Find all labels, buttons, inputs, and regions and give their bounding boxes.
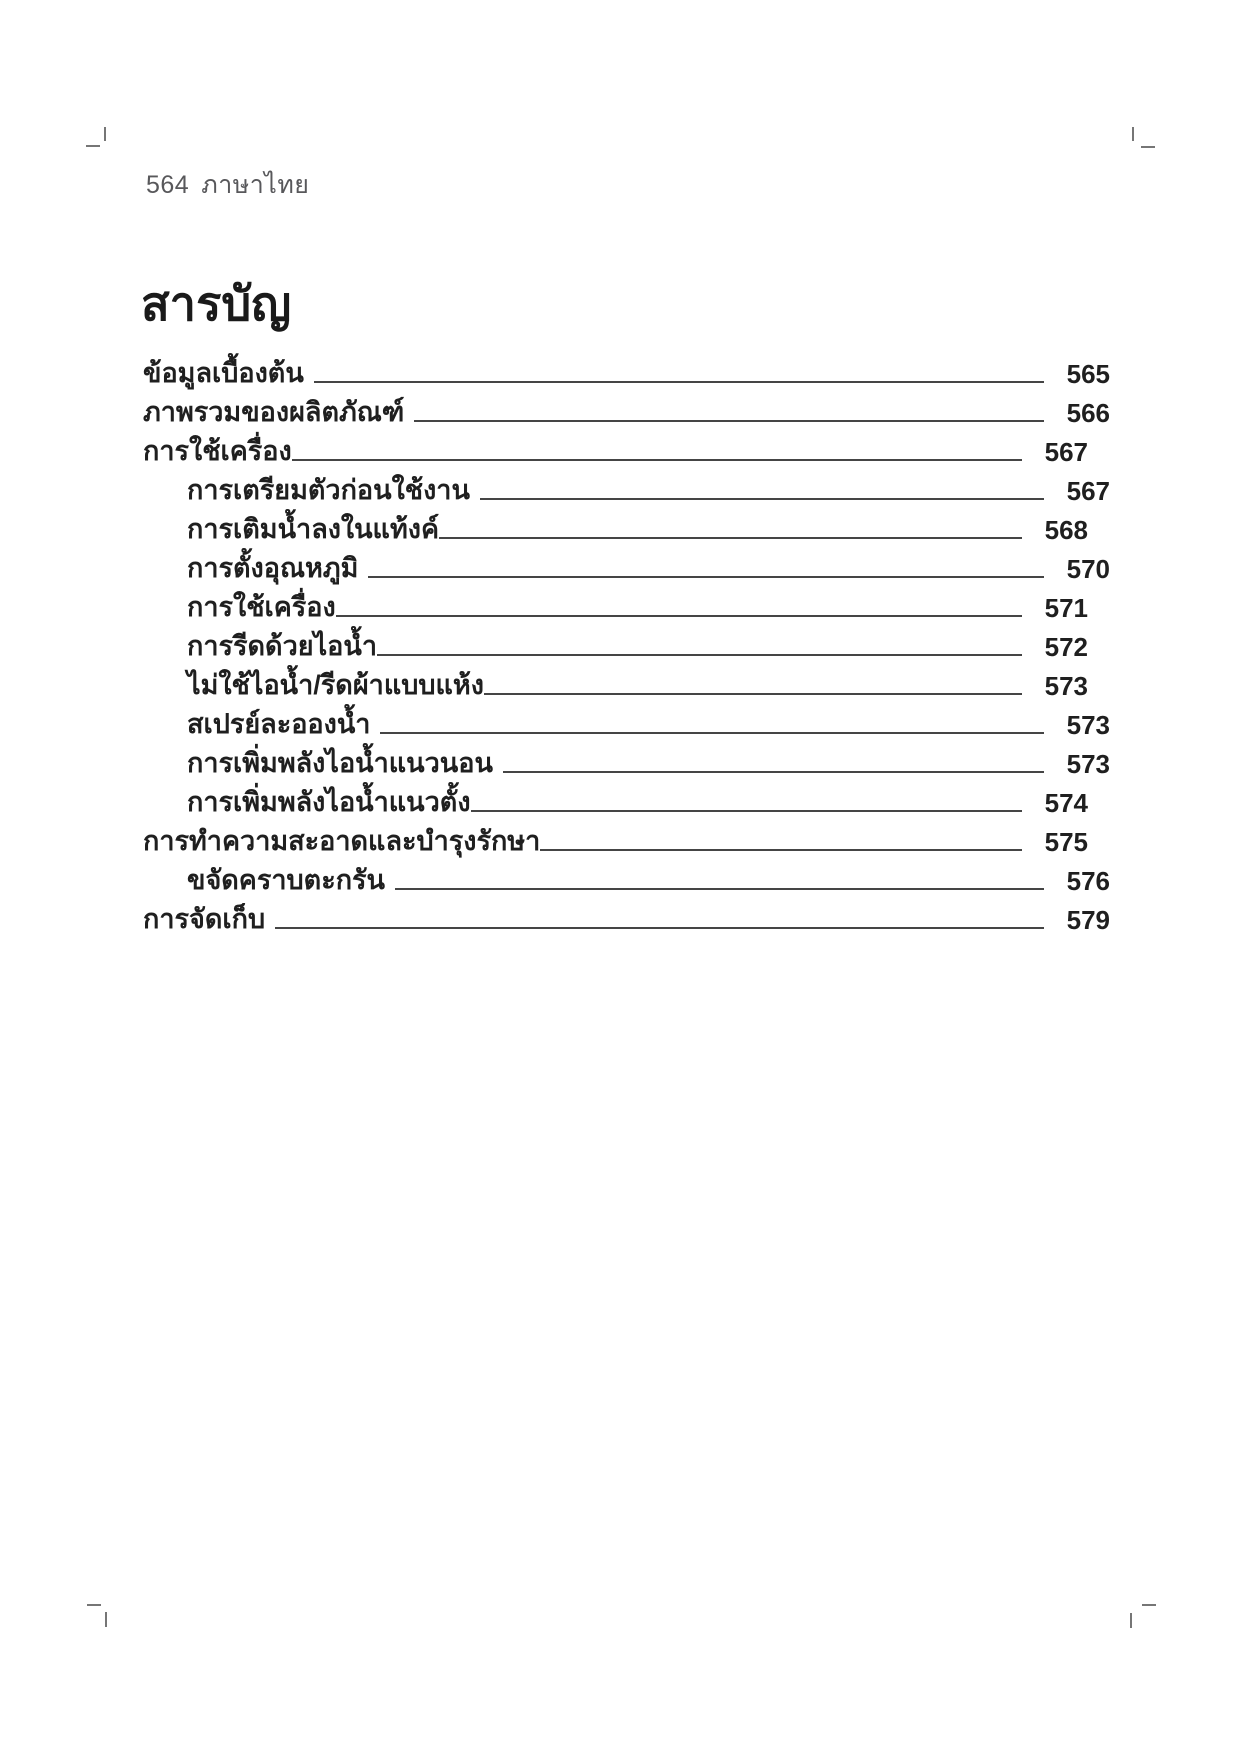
- toc-entry-page: 573: [1066, 710, 1110, 741]
- toc-entry-label: ขจัดคราบตะกรัน: [187, 864, 386, 895]
- crop-mark-top-right-horizontal: [1141, 146, 1155, 148]
- toc-entry: การใช้เครื่อง 571: [143, 584, 1110, 623]
- leader-line: [483, 693, 1022, 695]
- toc-title: สารบัญ: [141, 277, 292, 330]
- header-language-label: ภาษาไทย: [201, 171, 310, 199]
- toc-entry-label: สเปรย์ละอองน้ำ: [187, 708, 371, 739]
- leader-line: [376, 654, 1022, 656]
- crop-mark-top-left-horizontal: [86, 145, 100, 147]
- leader-line: [470, 810, 1022, 812]
- toc-entry-label: การเพิ่มพลังไอน้ำแนวตั้ง: [187, 786, 471, 817]
- toc-entry-page: 570: [1066, 554, 1110, 585]
- toc-entry-label: การเติมน้ำลงในแท้งค์: [187, 513, 440, 544]
- toc-entry-label: ข้อมูลเบื้องต้น: [143, 357, 304, 388]
- toc-entry: การใช้เครื่อง 567: [143, 428, 1110, 467]
- toc-entry-page: 573: [1044, 671, 1088, 702]
- toc-entry-page: 567: [1066, 476, 1110, 507]
- crop-mark-bottom-left-vertical: [105, 1612, 107, 1627]
- toc-entry-page: 568: [1044, 515, 1088, 546]
- crop-mark-bottom-right-horizontal: [1142, 1604, 1156, 1606]
- leader-line: [479, 498, 1044, 500]
- toc-entry: การจัดเก็บ 579: [143, 896, 1110, 935]
- leader-line: [380, 732, 1044, 734]
- leader-line: [414, 420, 1044, 422]
- toc-entry-label: การจัดเก็บ: [143, 903, 266, 934]
- leader-line: [291, 459, 1022, 461]
- toc-entry-page: 574: [1044, 788, 1088, 819]
- toc-entry: การตั้งอุณหภูมิ 570: [143, 545, 1110, 584]
- page-header: 564 ภาษาไทย: [146, 165, 309, 205]
- crop-mark-top-right-vertical: [1132, 127, 1134, 141]
- toc-entry: การทำความสะอาดและบำรุงรักษา 575: [143, 818, 1110, 857]
- header-page-number: 564: [146, 171, 190, 199]
- leader-line: [368, 576, 1044, 578]
- leader-line: [275, 927, 1044, 929]
- leader-line: [335, 615, 1022, 617]
- toc-entry-label: ไม่ใช้ไอน้ำ/รีดผ้าแบบแห้ง: [187, 669, 484, 700]
- toc-entry-label: ภาพรวมของผลิตภัณฑ์: [143, 396, 405, 427]
- leader-line: [439, 537, 1022, 539]
- crop-mark-bottom-left-horizontal: [87, 1604, 101, 1606]
- toc-entry-label: การเตรียมตัวก่อนใช้งาน: [187, 474, 470, 505]
- leader-line: [540, 849, 1022, 851]
- toc-entry-page: 573: [1066, 749, 1110, 780]
- toc-entry-page: 575: [1044, 827, 1088, 858]
- toc-entry-page: 571: [1044, 593, 1088, 624]
- toc-entry-page: 567: [1044, 437, 1088, 468]
- toc-entry-label: การตั้งอุณหภูมิ: [187, 552, 359, 583]
- toc-entry: ภาพรวมของผลิตภัณฑ์ 566: [143, 389, 1110, 428]
- toc-entry-label: การทำความสะอาดและบำรุงรักษา: [143, 825, 541, 856]
- toc-entry: การรีดด้วยไอน้ำ 572: [143, 623, 1110, 662]
- leader-line: [502, 771, 1044, 773]
- toc-entry-label: การใช้เครื่อง: [143, 435, 292, 466]
- toc-list: ข้อมูลเบื้องต้น 565 ภาพรวมของผลิตภัณฑ์ 5…: [143, 350, 1110, 935]
- crop-mark-bottom-right-vertical: [1130, 1613, 1132, 1628]
- toc-entry-page: 565: [1066, 359, 1110, 390]
- toc-entry-label: การรีดด้วยไอน้ำ: [187, 630, 377, 661]
- toc-entry: การเตรียมตัวก่อนใช้งาน 567: [143, 467, 1110, 506]
- toc-entry: การเพิ่มพลังไอน้ำแนวนอน 573: [143, 740, 1110, 779]
- toc-entry-page: 566: [1066, 398, 1110, 429]
- toc-entry-label: การใช้เครื่อง: [187, 591, 336, 622]
- leader-line: [313, 381, 1044, 383]
- toc-entry: ข้อมูลเบื้องต้น 565: [143, 350, 1110, 389]
- toc-entry-label: การเพิ่มพลังไอน้ำแนวนอน: [187, 747, 493, 778]
- toc-entry: การเพิ่มพลังไอน้ำแนวตั้ง 574: [143, 779, 1110, 818]
- toc-entry-page: 579: [1066, 905, 1110, 936]
- toc-entry: ขจัดคราบตะกรัน 576: [143, 857, 1110, 896]
- toc-entry-page: 572: [1044, 632, 1088, 663]
- toc-entry: การเติมน้ำลงในแท้งค์ 568: [143, 506, 1110, 545]
- toc-entry-page: 576: [1066, 866, 1110, 897]
- toc-entry: ไม่ใช้ไอน้ำ/รีดผ้าแบบแห้ง 573: [143, 662, 1110, 701]
- crop-mark-top-left-vertical: [104, 127, 106, 141]
- leader-line: [395, 888, 1044, 890]
- toc-entry: สเปรย์ละอองน้ำ 573: [143, 701, 1110, 740]
